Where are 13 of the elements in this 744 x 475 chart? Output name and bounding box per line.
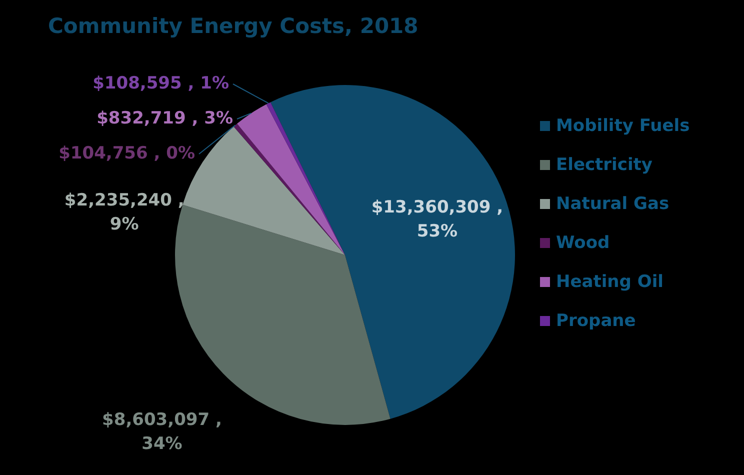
data-label: $104,756 , 0%	[58, 143, 195, 164]
chart-title: Community Energy Costs, 2018	[48, 14, 418, 38]
data-label: $13,360,309 , 53%	[371, 198, 504, 242]
data-label: $108,595 , 1%	[92, 73, 229, 94]
legend-label: Wood	[556, 233, 610, 253]
data-label: $8,603,097 , 34%	[102, 410, 222, 454]
legend-label: Heating Oil	[556, 272, 664, 292]
legend-label: Mobility Fuels	[556, 116, 690, 136]
data-label: $2,235,240 , 9%	[64, 190, 184, 235]
legend-label: Electricity	[556, 155, 652, 175]
legend-label: Natural Gas	[556, 194, 670, 214]
data-label: $832,719 , 3%	[96, 108, 233, 128]
legend-label: Propane	[556, 311, 636, 331]
